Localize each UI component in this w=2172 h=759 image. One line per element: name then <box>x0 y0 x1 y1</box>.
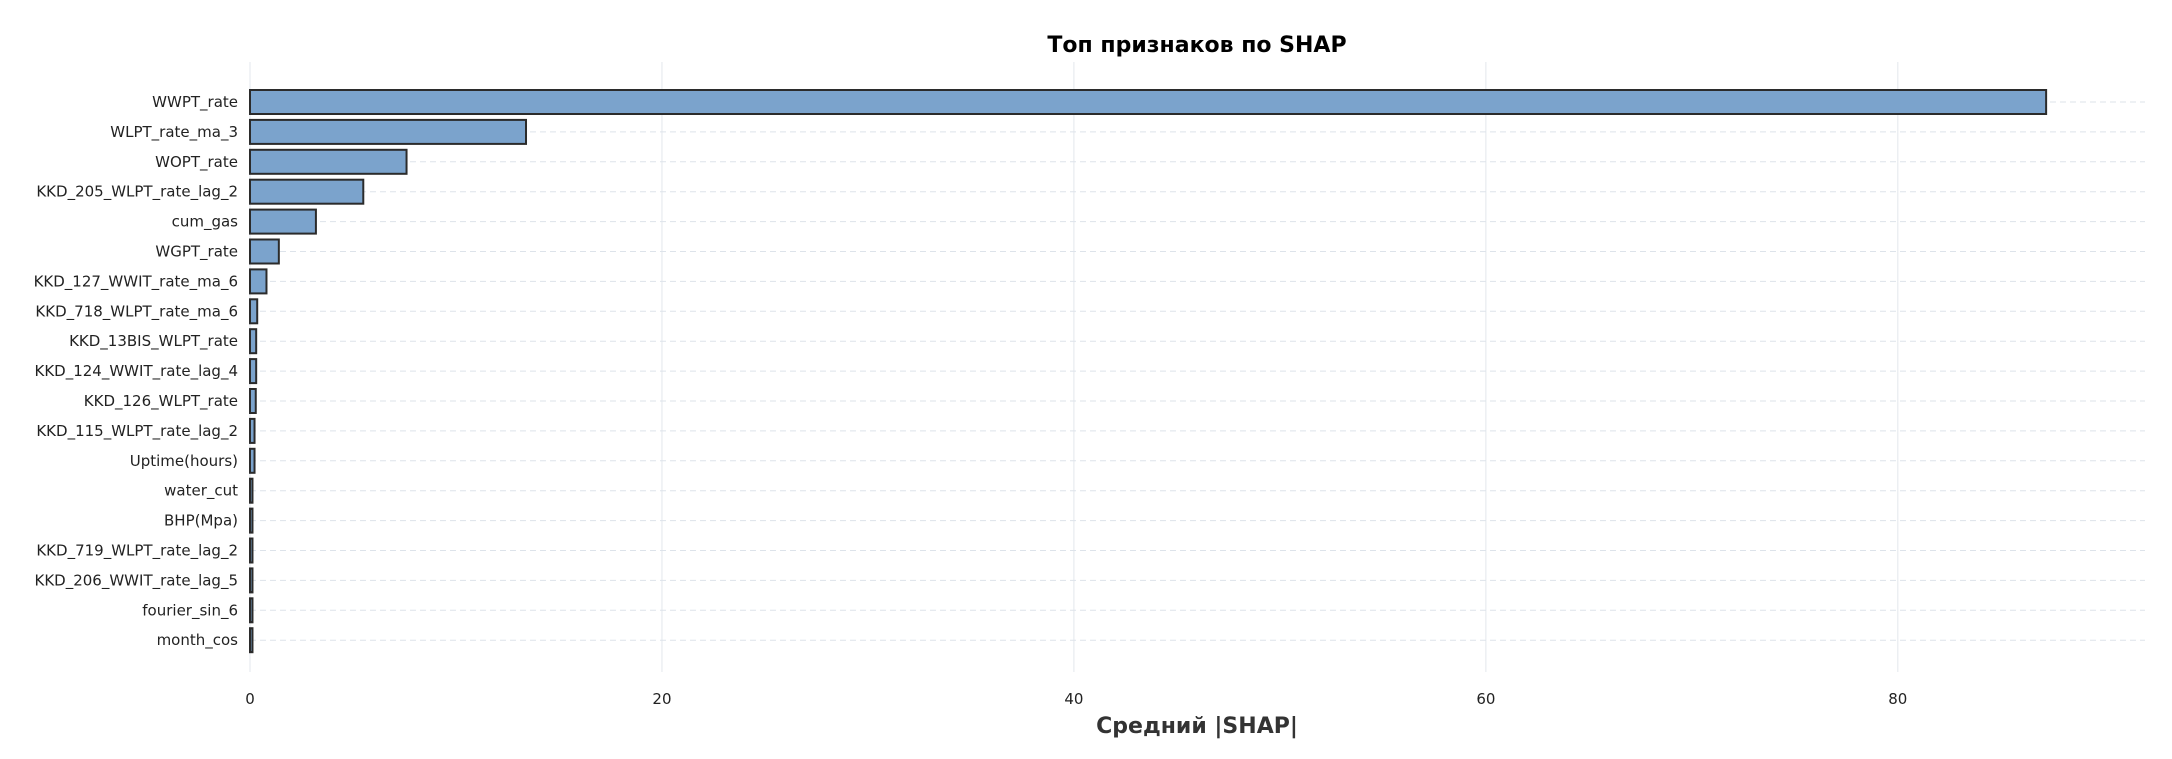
y-tick-label: Uptime(hours) <box>130 452 238 470</box>
y-tick-label: WOPT_rate <box>155 153 238 172</box>
bar <box>249 118 528 145</box>
bar <box>249 417 256 444</box>
bar <box>249 477 254 504</box>
bar <box>249 388 257 414</box>
bar <box>249 358 258 385</box>
y-tick-label: KKD_124_WWIT_rate_lag_4 <box>35 362 239 381</box>
chart-title: Топ признаков по SHAP <box>1047 33 1346 58</box>
x-tick-label: 20 <box>652 690 671 708</box>
x-tick-label: 40 <box>1064 690 1083 708</box>
x-tick-label: 80 <box>1888 690 1907 708</box>
y-tick-label: cum_gas <box>172 213 239 232</box>
x-tick-label: 0 <box>245 690 255 708</box>
y-tick-label: KKD_719_WLPT_rate_lag_2 <box>36 542 238 561</box>
y-tick-label: BHP(Mpa) <box>164 512 238 530</box>
x-tick-labels: 0 20 40 60 80 <box>245 690 1907 708</box>
bar <box>249 89 2048 115</box>
y-tick-label: fourier_sin_6 <box>142 601 238 620</box>
x-axis-label: Средний |SHAP| <box>1096 714 1298 739</box>
bar <box>249 208 317 235</box>
y-tick-label: KKD_718_WLPT_rate_ma_6 <box>35 302 238 321</box>
y-tick-label: WWPT_rate <box>152 93 238 112</box>
y-tick-label: KKD_115_WLPT_rate_lag_2 <box>36 422 238 441</box>
bar <box>249 537 254 564</box>
y-tick-label: WLPT_rate_ma_3 <box>110 123 238 142</box>
bar <box>249 178 365 205</box>
bar <box>249 627 254 654</box>
bars-layer <box>249 89 2048 654</box>
x-tick-label: 60 <box>1476 690 1495 708</box>
y-tick-labels: WWPT_rate WLPT_rate_ma_3 WOPT_rate KKD_205_… <box>34 93 239 650</box>
bar <box>249 148 408 175</box>
bar <box>249 238 280 265</box>
grid-layer <box>249 62 2145 672</box>
bar <box>249 328 258 355</box>
y-tick-label: KKD_205_WLPT_rate_lag_2 <box>36 183 238 202</box>
bar <box>249 268 268 295</box>
bar <box>249 567 254 594</box>
y-tick-label: WGPT_rate <box>155 243 238 262</box>
bar <box>249 298 259 325</box>
y-tick-label: KKD_127_WWIT_rate_ma_6 <box>34 272 238 291</box>
bar <box>249 507 254 534</box>
y-tick-label: month_cos <box>157 631 239 650</box>
y-tick-label: KKD_13BIS_WLPT_rate <box>69 332 238 351</box>
y-tick-label: KKD_126_WLPT_rate <box>84 392 238 411</box>
bar <box>249 597 254 624</box>
y-tick-label: water_cut <box>164 482 238 501</box>
bar <box>249 447 256 474</box>
y-tick-label: KKD_206_WWIT_rate_lag_5 <box>35 571 239 590</box>
